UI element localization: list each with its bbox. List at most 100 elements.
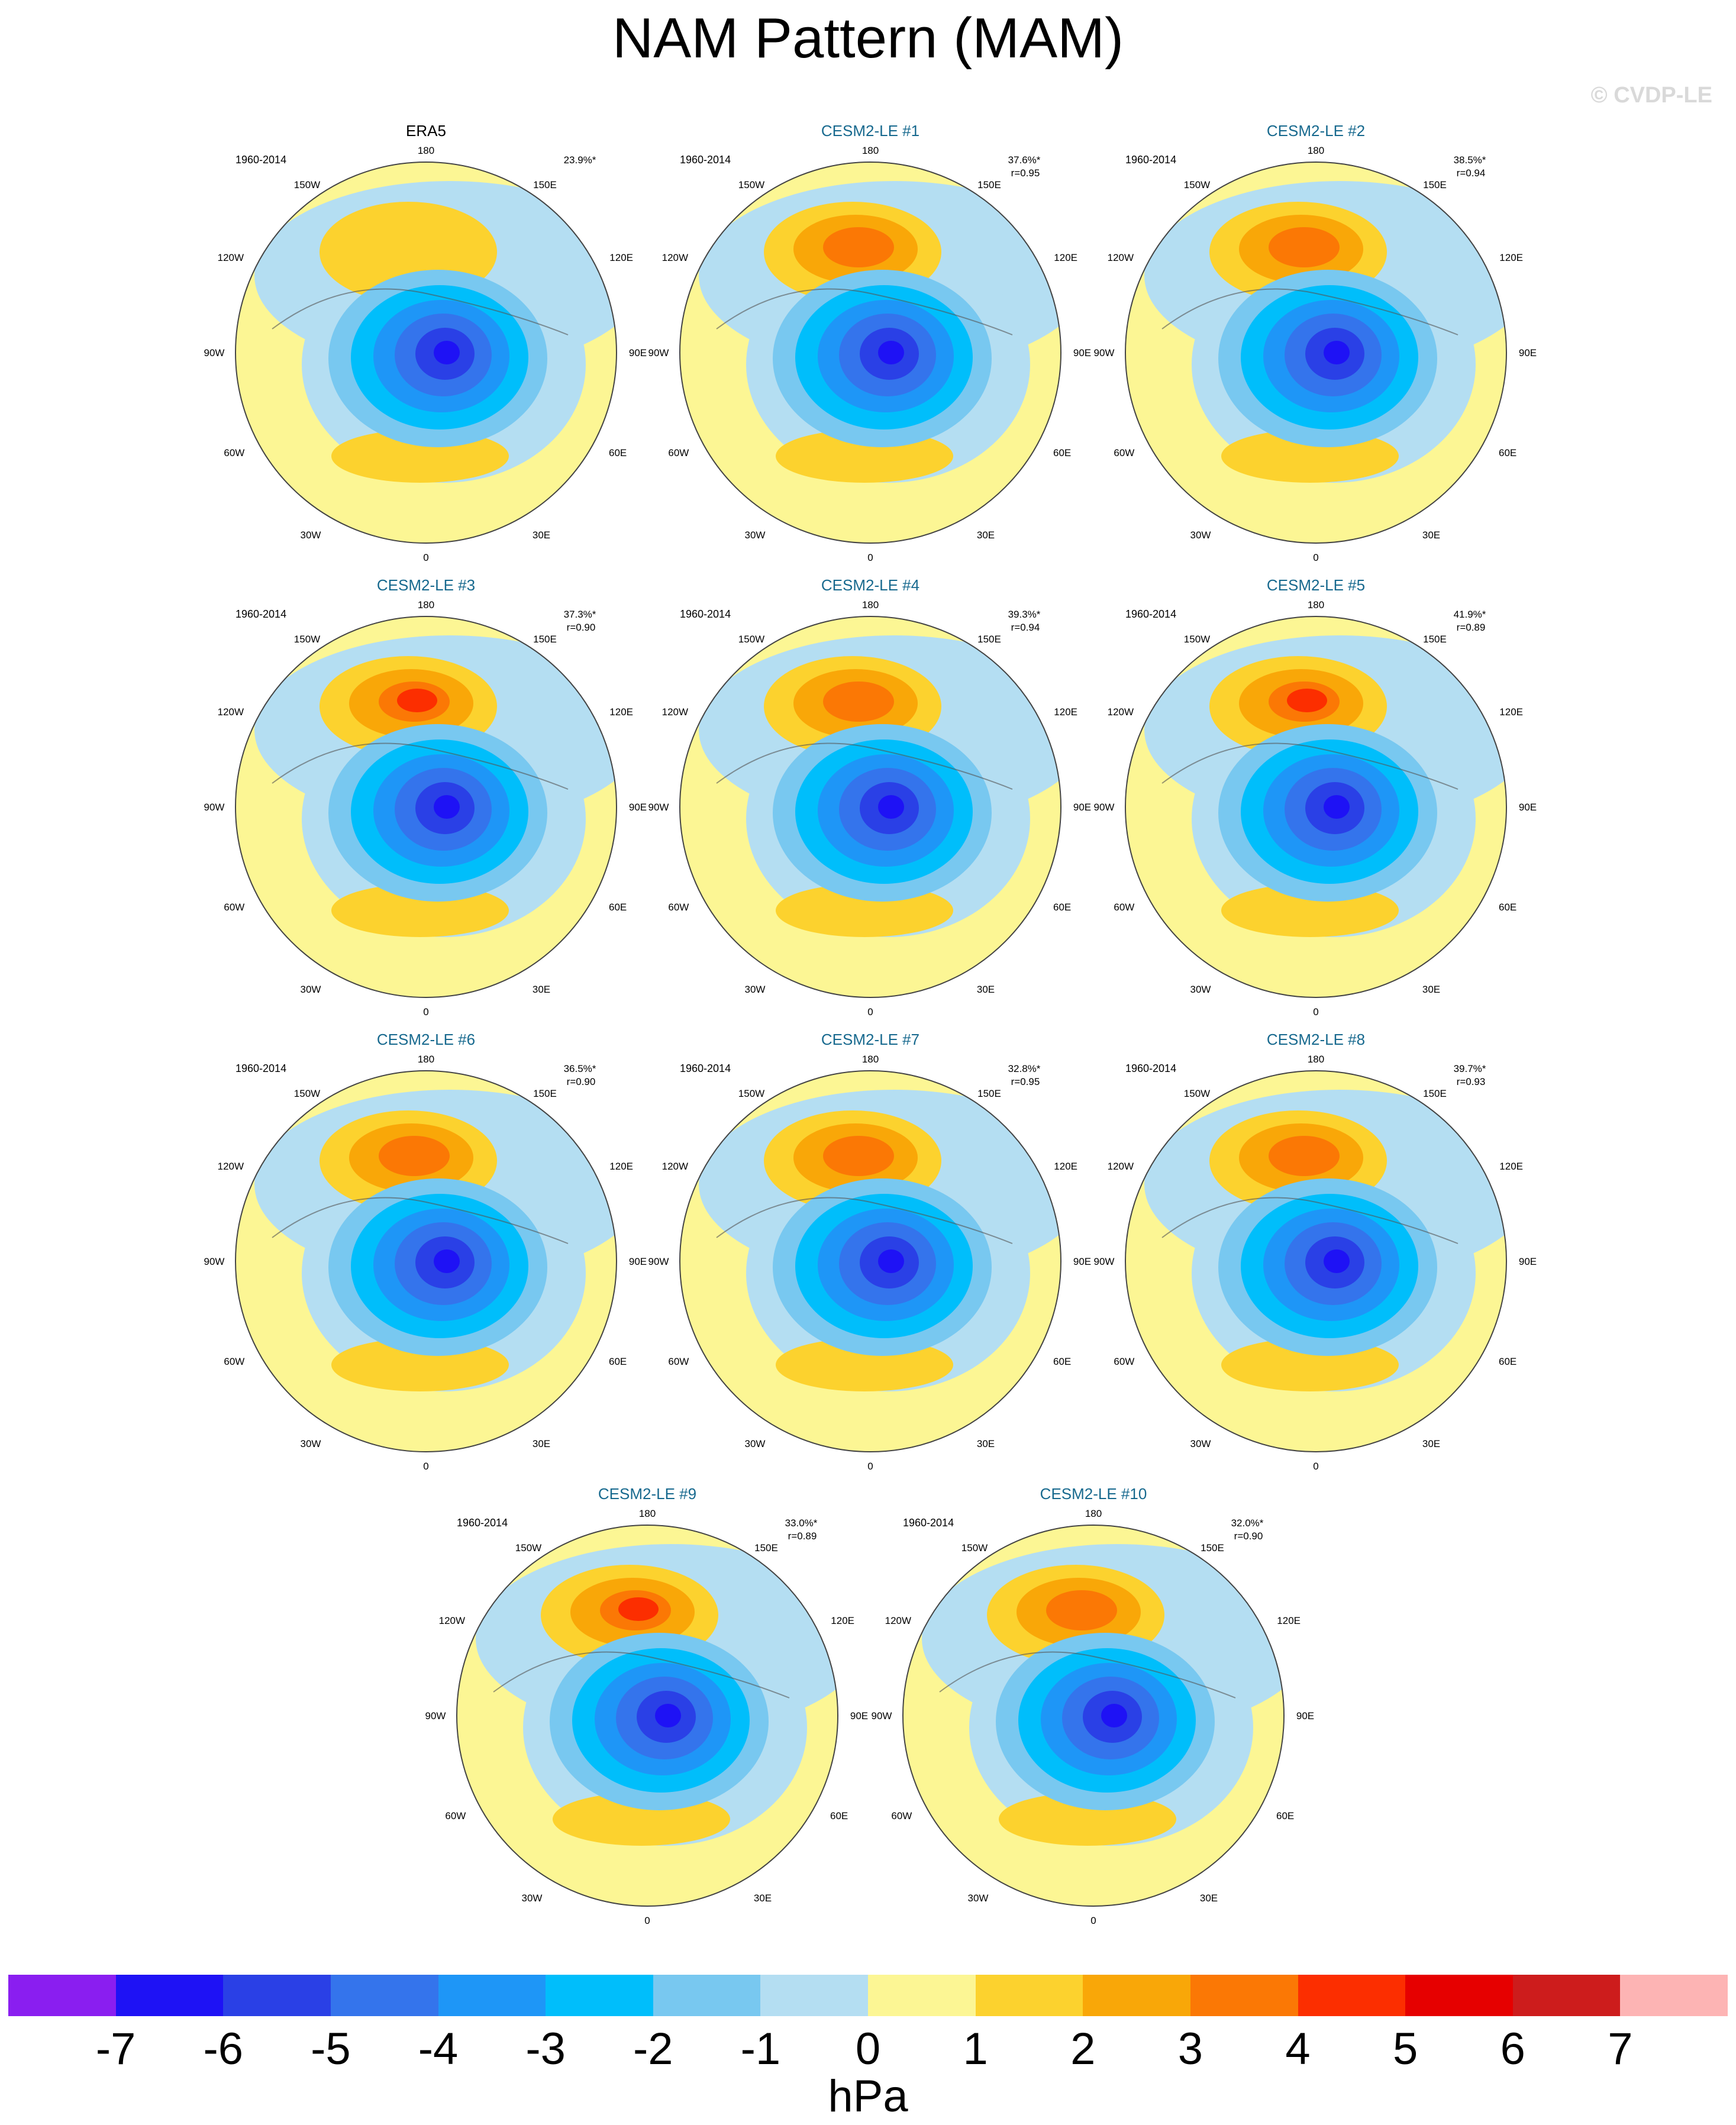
panel-correlation: r=0.90 — [1234, 1530, 1263, 1542]
longitude-label: 60W — [445, 1810, 466, 1822]
longitude-label: 120E — [831, 1615, 854, 1626]
colorbar-tick-label: -7 — [95, 2024, 136, 2074]
colorbar-segment — [1620, 1975, 1728, 2016]
longitude-label: 0 — [1090, 1915, 1096, 1926]
longitude-label: 90E — [629, 347, 647, 359]
panel-period: 1960-2014 — [457, 1517, 508, 1529]
longitude-label: 30W — [301, 1438, 321, 1449]
longitude-label: 120W — [662, 1161, 688, 1172]
panel-correlation: r=0.89 — [1457, 622, 1486, 633]
colorbar-segment — [8, 1975, 116, 2016]
longitude-label: 90W — [204, 802, 225, 813]
longitude-label: 30E — [977, 529, 995, 541]
longitude-label: 120W — [439, 1615, 465, 1626]
figure-title: NAM Pattern (MAM) — [612, 7, 1124, 70]
longitude-label: 60W — [891, 1810, 912, 1822]
longitude-label: 150E — [533, 179, 557, 190]
longitude-label: 30W — [1190, 1438, 1211, 1449]
longitude-label: 180 — [1308, 145, 1324, 156]
panel-correlation: r=0.95 — [1011, 167, 1040, 179]
longitude-label: 150E — [754, 1542, 778, 1554]
longitude-label: 60E — [1276, 1810, 1294, 1822]
longitude-label: 60E — [1499, 902, 1516, 913]
longitude-label: 150E — [1423, 179, 1447, 190]
panel-title: CESM2-LE #6 — [377, 1031, 475, 1048]
colorbar-tick-label: 3 — [1177, 2024, 1203, 2074]
longitude-label: 90W — [648, 1256, 669, 1267]
panel-correlation: r=0.90 — [567, 1076, 596, 1087]
longitude-label: 90W — [1094, 347, 1115, 359]
panel-period: 1960-2014 — [235, 154, 286, 166]
longitude-label: 30W — [1190, 529, 1211, 541]
longitude-label: 60W — [668, 447, 689, 458]
longitude-label: 150E — [1201, 1542, 1224, 1554]
longitude-label: 30W — [522, 1893, 543, 1904]
longitude-label: 90W — [1094, 1256, 1115, 1267]
panel-variance: 36.5%* — [564, 1063, 596, 1074]
colorbar-segment — [546, 1975, 653, 2016]
longitude-label: 60E — [609, 1356, 627, 1367]
longitude-label: 90E — [1073, 347, 1091, 359]
panel-variance: 39.7%* — [1454, 1063, 1486, 1074]
longitude-label: 120E — [1054, 1161, 1077, 1172]
longitude-label: 0 — [867, 552, 873, 563]
longitude-label: 120E — [1054, 252, 1077, 263]
panel-variance: 38.5%* — [1454, 154, 1486, 166]
panel-period: 1960-2014 — [903, 1517, 954, 1529]
map-panel: CESM2-LE #5 1960-2014 41.9%* r=0.89 180 150W 1… — [1094, 576, 1537, 1018]
longitude-label: 120E — [609, 252, 633, 263]
longitude-label: 90E — [629, 1256, 647, 1267]
longitude-label: 150W — [738, 634, 764, 645]
longitude-label: 30W — [745, 529, 766, 541]
panel-title: CESM2-LE #2 — [1267, 122, 1365, 140]
map-outline — [1125, 162, 1507, 544]
longitude-label: 90W — [872, 1710, 892, 1722]
longitude-label: 90E — [1519, 802, 1537, 813]
panel-period: 1960-2014 — [235, 1062, 286, 1074]
longitude-label: 120W — [1108, 252, 1134, 263]
colorbar-tick-label: 7 — [1608, 2024, 1633, 2074]
panel-period: 1960-2014 — [1125, 154, 1176, 166]
colorbar-segment — [438, 1975, 546, 2016]
longitude-label: 150W — [961, 1542, 988, 1554]
longitude-label: 0 — [867, 1006, 873, 1018]
longitude-label: 60E — [1499, 1356, 1516, 1367]
colorbar-segment — [653, 1975, 761, 2016]
longitude-label: 150W — [294, 1088, 320, 1099]
longitude-label: 60W — [224, 902, 244, 913]
colorbar-tick-label: 0 — [855, 2024, 881, 2074]
colorbar-segment — [1190, 1975, 1298, 2016]
longitude-label: 0 — [644, 1915, 650, 1926]
panel-title: CESM2-LE #10 — [1040, 1485, 1147, 1503]
longitude-label: 180 — [418, 599, 434, 611]
longitude-label: 30E — [533, 984, 550, 995]
panel-variance: 33.0%* — [785, 1517, 818, 1529]
longitude-label: 90E — [1296, 1710, 1314, 1722]
colorbar-segment — [1083, 1975, 1190, 2016]
colorbar-segment — [1405, 1975, 1513, 2016]
longitude-label: 120W — [218, 252, 244, 263]
longitude-label: 60W — [224, 1356, 244, 1367]
longitude-label: 60W — [224, 447, 244, 458]
longitude-label: 60E — [609, 902, 627, 913]
colorbar-segment — [760, 1975, 868, 2016]
colorbar-segment — [975, 1975, 1083, 2016]
map-outline — [679, 616, 1061, 998]
longitude-label: 90E — [850, 1710, 868, 1722]
longitude-label: 150W — [738, 179, 764, 190]
longitude-label: 180 — [1085, 1508, 1102, 1519]
map-outline — [235, 1070, 617, 1452]
longitude-label: 150W — [515, 1542, 541, 1554]
longitude-label: 0 — [423, 552, 428, 563]
longitude-label: 60W — [1114, 447, 1134, 458]
longitude-label: 60W — [668, 902, 689, 913]
panel-correlation: r=0.95 — [1011, 1076, 1040, 1087]
colorbar-tick-label: 4 — [1285, 2024, 1311, 2074]
longitude-label: 30W — [1190, 984, 1211, 995]
colorbar-tick-label: 5 — [1392, 2024, 1418, 2074]
colorbar-segment — [868, 1975, 976, 2016]
colorbar-unit: hPa — [828, 2071, 908, 2121]
panel-variance: 37.3%* — [564, 609, 596, 620]
map-panel: CESM2-LE #6 1960-2014 36.5%* r=0.90 180 150W 1… — [204, 1031, 647, 1472]
colorbar-tick-label: -6 — [203, 2024, 244, 2074]
